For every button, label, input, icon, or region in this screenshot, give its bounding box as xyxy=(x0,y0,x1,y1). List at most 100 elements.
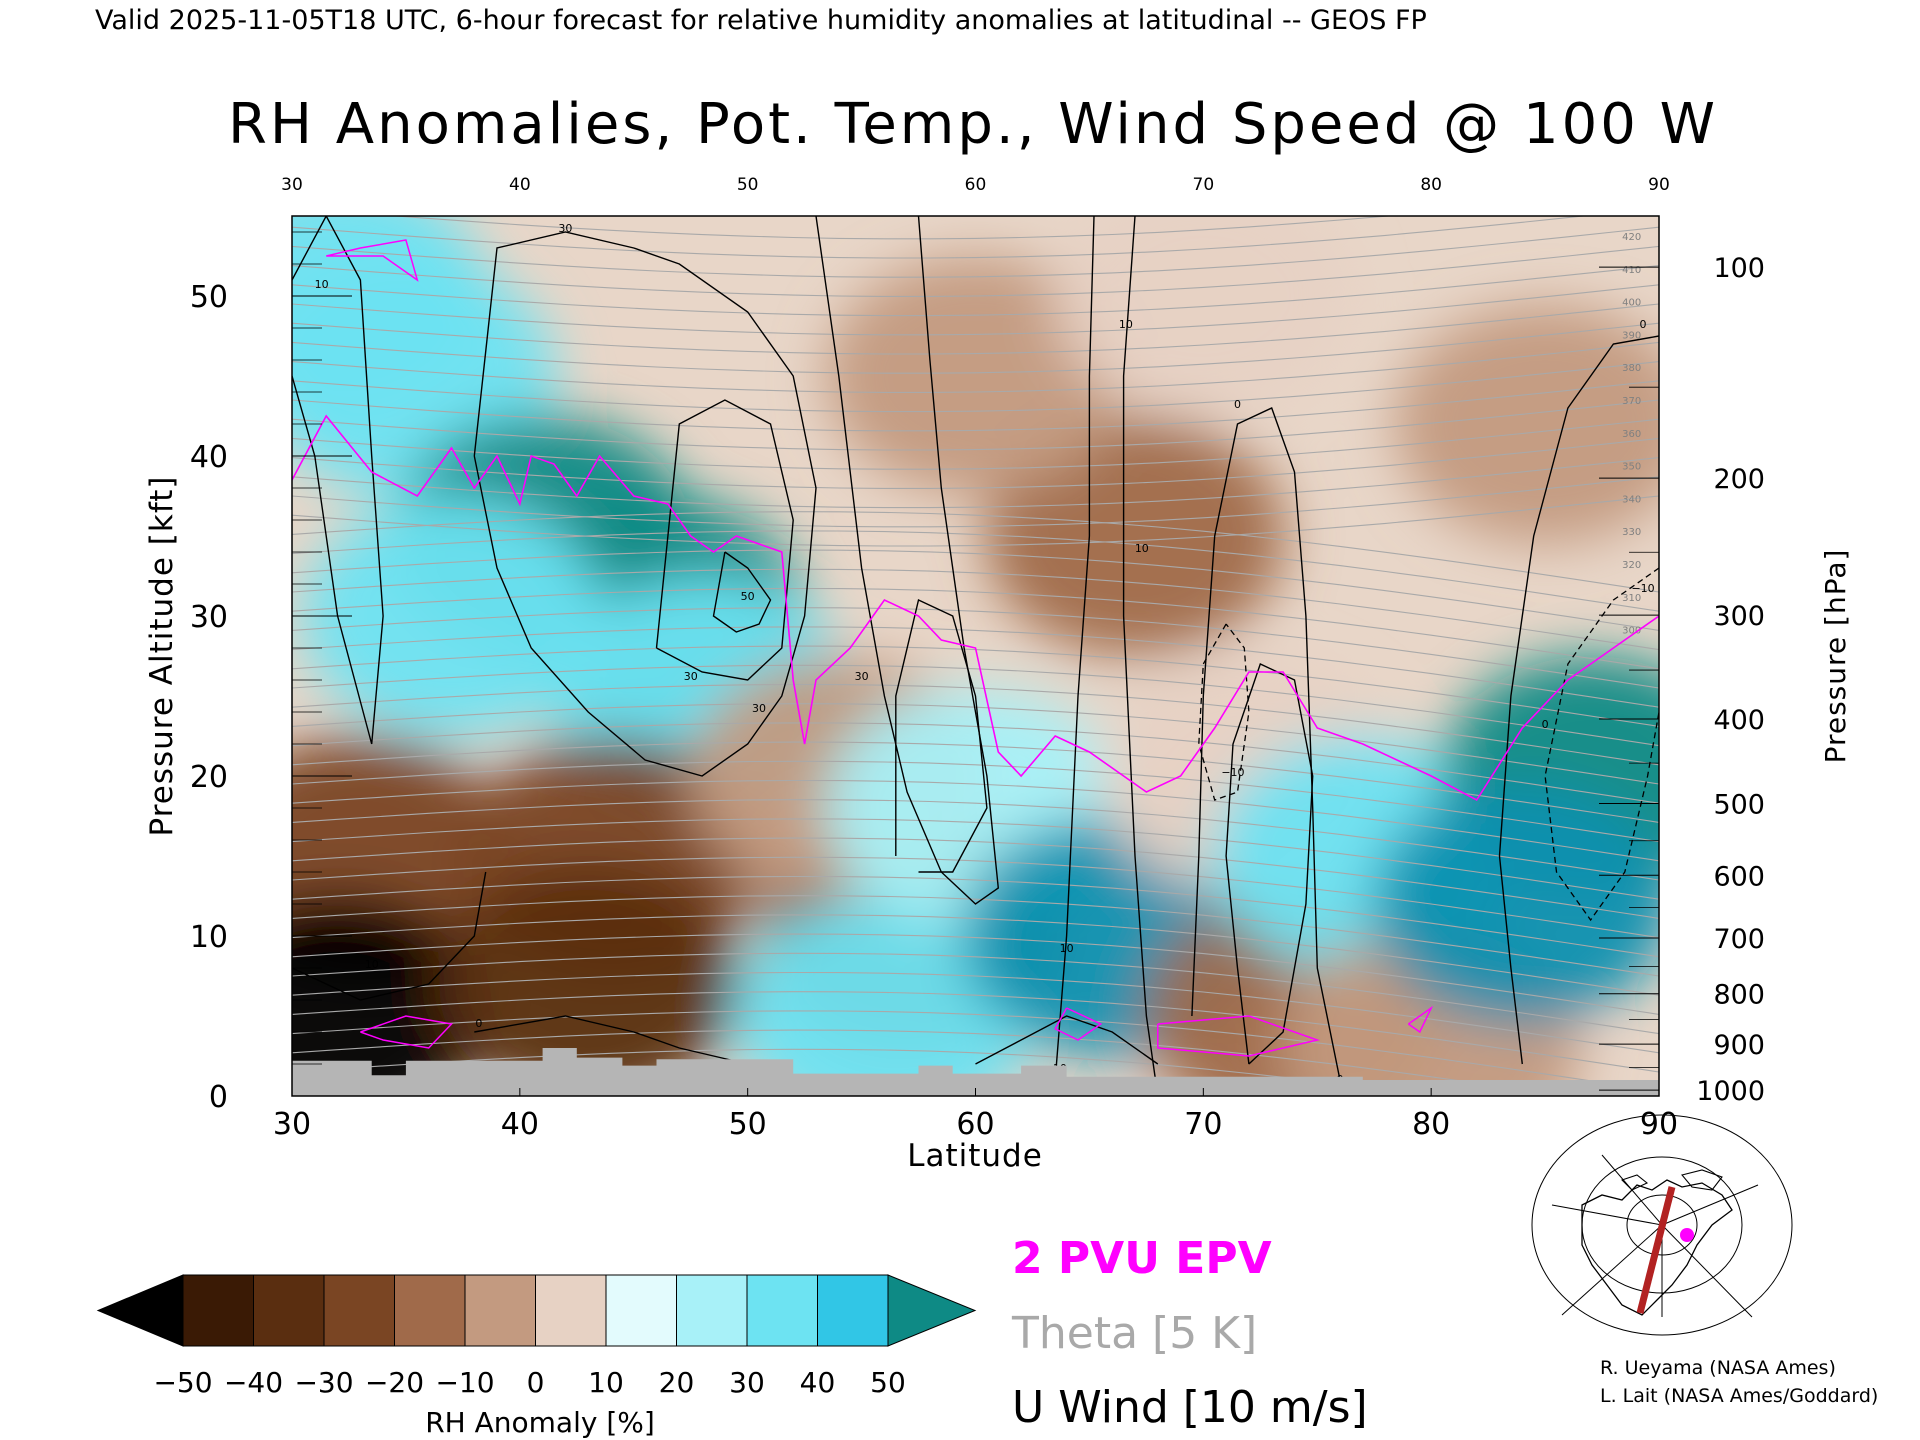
u-wind-contour-line xyxy=(474,1015,748,1065)
theta-contour-line xyxy=(292,587,1659,670)
theta-contour-label: 300 xyxy=(1622,626,1641,637)
inset-locator-map xyxy=(1531,1114,1793,1336)
theta-contour-line xyxy=(292,1029,1659,1092)
rh-field-sample xyxy=(292,896,488,1096)
epv-2pvu-loop xyxy=(360,1015,454,1049)
theta-contour-line xyxy=(389,216,1394,240)
inset-coastline xyxy=(1581,1179,1733,1316)
pressure-tick-label: 700 xyxy=(1713,924,1765,955)
colorbar-tick-label: −20 xyxy=(365,1366,424,1399)
theta-contour-line xyxy=(292,476,1659,528)
x-tick-label: 60 xyxy=(956,1107,994,1142)
pressure-tick-label: 1000 xyxy=(1696,1076,1765,1107)
colorbar-swatch xyxy=(746,1274,818,1347)
colorbar-tick-label: −10 xyxy=(435,1366,494,1399)
chart-title: RH Anomalies, Pot. Temp., Wind Speed @ 1… xyxy=(228,92,1718,157)
x-tick-label: 30 xyxy=(273,1107,311,1142)
terrain-mask xyxy=(292,1048,1659,1096)
u-wind-contour-line xyxy=(815,216,1000,905)
colorbar-swatch xyxy=(182,1274,254,1347)
rh-colorbar: −50 −40 −30 −20 −10 0 10 20 30 40 50 xyxy=(96,1274,977,1399)
x-top-tick-label: 90 xyxy=(1648,175,1670,195)
theta-contour-line xyxy=(292,779,1659,862)
theta-contour-line xyxy=(292,914,1659,996)
u-wind-contour-line xyxy=(712,551,772,633)
y-tick-label: 40 xyxy=(190,440,228,475)
u-wind-contour-label: 10 xyxy=(1060,942,1074,955)
valid-time-line: Valid 2025-11-05T18 UTC, 6-hour forecast… xyxy=(95,5,1427,36)
right-axis-title: Pressure [hPa] xyxy=(1819,549,1852,764)
theta-contour-line xyxy=(292,216,1589,259)
u-wind-contour-line xyxy=(1191,407,1341,1081)
u-wind-negative-contour xyxy=(1198,623,1250,801)
rh-anomaly-field xyxy=(292,216,1659,1096)
u-wind-contour-line xyxy=(473,231,817,777)
u-wind-contour-line xyxy=(1122,216,1159,1096)
legend-theta: Theta [5 K] xyxy=(1011,1308,1257,1359)
theta-contour-line xyxy=(292,837,1659,919)
pressure-tick-label: 200 xyxy=(1713,464,1765,495)
theta-contour-line xyxy=(292,511,1659,593)
theta-contour-line xyxy=(292,818,1659,900)
x-tick-label: 90 xyxy=(1640,1107,1678,1142)
inset-location-marker xyxy=(1680,1228,1694,1242)
theta-contour-label: 380 xyxy=(1622,363,1641,374)
u-wind-contour-label: 30 xyxy=(752,702,766,715)
pressure-tick-label: 500 xyxy=(1713,790,1765,821)
theta-contour-line xyxy=(292,341,1659,393)
inset-islands xyxy=(1620,1169,1723,1191)
theta-contour-line xyxy=(292,303,1659,355)
theta-contour-label: 420 xyxy=(1622,232,1641,243)
colorbar-swatch xyxy=(323,1274,395,1347)
x-tick-label: 70 xyxy=(1184,1107,1222,1142)
theta-contour-line xyxy=(292,437,1659,489)
colorbar-over-arrow xyxy=(887,1274,977,1347)
theta-contour-line xyxy=(292,952,1659,1035)
theta-contour-label: 390 xyxy=(1622,330,1641,341)
theta-contour-line xyxy=(292,380,1659,432)
theta-contour-line xyxy=(292,971,1659,1054)
theta-contour-line xyxy=(292,799,1659,881)
colorbar-tick-label: −30 xyxy=(294,1366,353,1399)
colorbar-swatch xyxy=(394,1274,466,1347)
theta-contour-line xyxy=(292,549,1659,631)
x-top-tick-label: 60 xyxy=(965,175,987,195)
theta-contour-line xyxy=(292,664,1659,747)
theta-contour-line xyxy=(292,1010,1659,1092)
colorbar-swatch xyxy=(253,1274,325,1347)
rh-field-sample xyxy=(734,896,1035,1096)
theta-contour-label: 330 xyxy=(1622,527,1641,538)
y-tick-label: 10 xyxy=(190,920,228,955)
rh-field-sample xyxy=(1053,216,1354,416)
u-wind-contour-label: 10 xyxy=(1135,542,1149,555)
y-tick-label: 0 xyxy=(209,1080,228,1115)
theta-contour-line xyxy=(292,760,1659,843)
epv-2pvu-contour xyxy=(292,239,1659,1057)
legend-epv: 2 PVU EPV xyxy=(1012,1233,1272,1284)
rh-field-sample xyxy=(438,864,739,1096)
u-wind-contour-label: 10 xyxy=(1119,318,1133,331)
u-wind-negative-contour xyxy=(1544,567,1659,922)
colorbar-tick-label: 10 xyxy=(588,1366,624,1399)
theta-contour-line xyxy=(292,265,1659,317)
theta-contour-line xyxy=(292,991,1659,1073)
x-top-tick-label: 50 xyxy=(737,175,759,195)
theta-contour-line xyxy=(292,245,1659,297)
y-tick-label: 30 xyxy=(190,600,228,635)
colorbar-swatch xyxy=(676,1274,748,1347)
u-wind-contour-line xyxy=(1054,216,1095,1081)
x-top-tick-label: 70 xyxy=(1193,175,1215,195)
pressure-tick-label: 400 xyxy=(1713,705,1765,736)
u-wind-contour-label: 0 xyxy=(475,1017,482,1030)
u-wind-contour-label: −10 xyxy=(1631,582,1654,595)
u-wind-contour-line xyxy=(292,216,384,745)
epv-2pvu-loop xyxy=(326,239,419,282)
rh-field-sample xyxy=(1372,784,1659,1024)
cross-section-panel: 420410400390380370360350340330320310300 … xyxy=(190,175,1765,1142)
u-wind-contour-label: 0 xyxy=(1640,318,1647,331)
theta-contour-line xyxy=(292,741,1659,823)
theta-contour-line xyxy=(292,399,1659,451)
theta-contour-line xyxy=(292,683,1659,766)
